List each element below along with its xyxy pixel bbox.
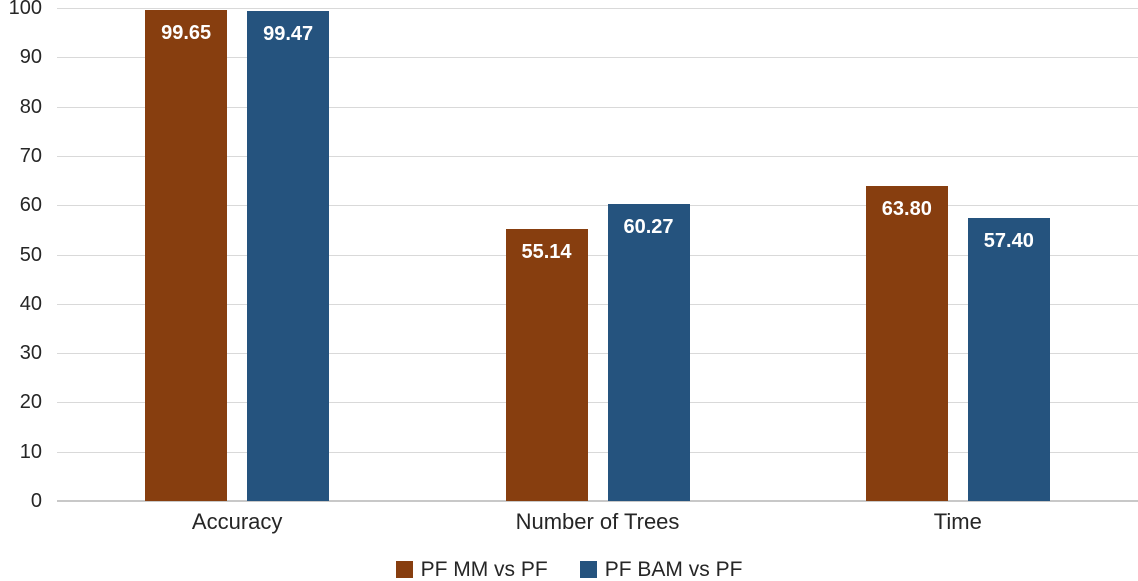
- legend-swatch-icon: [579, 561, 597, 578]
- gridline-30: [57, 353, 1138, 355]
- y-tick-label-80: 80: [19, 95, 42, 118]
- y-tick-label-70: 70: [19, 144, 42, 167]
- bar-pf-mm-vs-pf-number-of-trees: 55.14: [505, 229, 588, 501]
- y-tick-label-100: 100: [8, 0, 42, 19]
- legend-label: PF BAM vs PF: [604, 558, 743, 581]
- bar-value-label: 55.14: [521, 241, 572, 264]
- bar-pf-mm-vs-pf-time: 63.80: [865, 186, 948, 501]
- x-category-label-accuracy: Accuracy: [191, 509, 283, 534]
- legend: PF MM vs PF PF BAM vs PF: [0, 559, 1138, 580]
- y-tick-label-60: 60: [19, 194, 42, 217]
- gridline-40: [57, 303, 1138, 305]
- bar-value-label: 57.40: [983, 230, 1034, 253]
- gridline-100: [57, 8, 1138, 9]
- gridline-90: [57, 57, 1138, 59]
- gridline-50: [57, 254, 1138, 256]
- y-tick-label-30: 30: [19, 342, 42, 365]
- y-tick-label-50: 50: [19, 243, 42, 266]
- bar-pf-bam-vs-pf-number-of-trees: 60.27: [607, 203, 690, 501]
- bar-value-label: 60.27: [623, 215, 674, 238]
- gridline-20: [57, 402, 1138, 404]
- gridline-70: [57, 155, 1138, 157]
- gridline-80: [57, 106, 1138, 108]
- y-tick-label-90: 90: [19, 46, 42, 69]
- legend-swatch-icon: [395, 561, 413, 578]
- legend-item-pf-mm-vs-pf: PF MM vs PF: [395, 558, 548, 581]
- gridline-0: [57, 500, 1138, 502]
- bar-pf-bam-vs-pf-time: 57.40: [967, 218, 1050, 501]
- bar-pf-bam-vs-pf-accuracy: 99.47: [247, 10, 330, 501]
- gridline-10: [57, 451, 1138, 453]
- y-tick-label-40: 40: [19, 292, 42, 315]
- gridline-60: [57, 205, 1138, 207]
- bar-value-label: 99.65: [161, 21, 212, 44]
- bar-pf-mm-vs-pf-accuracy: 99.65: [145, 9, 228, 501]
- y-tick-label-10: 10: [19, 440, 42, 463]
- x-category-label-time: Time: [933, 509, 982, 534]
- legend-label: PF MM vs PF: [420, 558, 548, 581]
- y-tick-label-0: 0: [30, 490, 42, 512]
- bar-value-label: 63.80: [881, 198, 932, 221]
- bar-value-label: 99.47: [263, 22, 314, 45]
- legend-item-pf-bam-vs-pf: PF BAM vs PF: [579, 558, 743, 581]
- x-category-label-number-of-trees: Number of Trees: [515, 509, 680, 534]
- y-tick-label-20: 20: [19, 391, 42, 414]
